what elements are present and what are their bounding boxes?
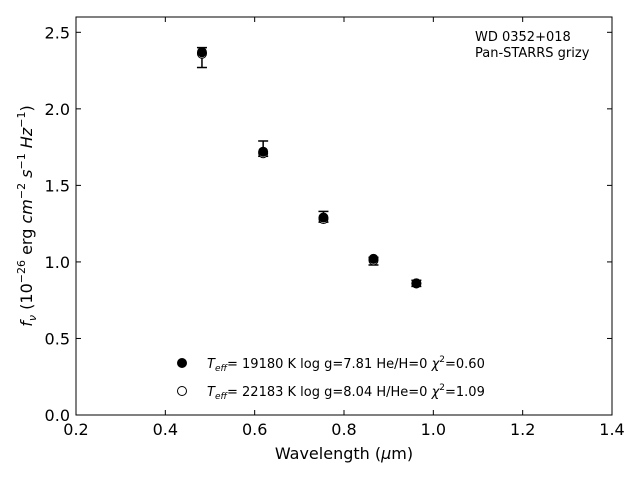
x-tick-label: 1.0 — [421, 420, 446, 439]
y-tick-label: 2.0 — [45, 100, 70, 119]
data-point-filled — [196, 47, 207, 58]
y-tick-label: 1.5 — [45, 176, 70, 195]
data-point-filled — [368, 253, 379, 264]
x-axis-label: Wavelength (μm) — [275, 444, 413, 463]
x-tick-label: 0.4 — [153, 420, 178, 439]
x-tick-label: 1.2 — [510, 420, 535, 439]
y-tick-label: 1.0 — [45, 253, 70, 272]
legend-marker-filled — [177, 358, 187, 368]
x-tick-label: 0.6 — [242, 420, 267, 439]
markers — [196, 47, 422, 289]
legend: Teff= 19180 K log g=7.81 He/H=0 χ2=0.60 … — [177, 355, 485, 402]
tick-labels: 0.2 0.4 0.6 0.8 1.0 1.2 1.4 0.0 0.5 1.0 1.5 2.0 2.5 — [45, 23, 625, 439]
y-tick-label: 0.0 — [45, 406, 70, 425]
y-tick-label: 0.5 — [45, 329, 70, 348]
data-point-filled — [411, 278, 422, 289]
annotation-line-2: Pan-STARRS grizy — [475, 46, 590, 61]
y-axis-label: fν (10−26 erg cm−2 s−1 Hz−1) — [15, 105, 39, 326]
data-point-filled — [258, 146, 269, 157]
plot-frame — [75, 16, 613, 416]
x-tick-label: 0.2 — [63, 420, 88, 439]
data-point-filled — [318, 212, 329, 223]
legend-entry-1: Teff= 19180 K log g=7.81 He/H=0 χ2=0.60 — [207, 355, 485, 374]
legend-marker-open — [177, 386, 187, 396]
x-tick-label: 1.4 — [599, 420, 624, 439]
y-tick-label: 2.5 — [45, 23, 70, 42]
plot-background — [76, 17, 612, 415]
x-tick-label: 0.8 — [331, 420, 356, 439]
annotation-line-1: WD 0352+018 — [475, 30, 571, 45]
legend-entry-2: Teff= 22183 K log g=8.04 H/He=0 χ2=1.09 — [207, 383, 485, 402]
